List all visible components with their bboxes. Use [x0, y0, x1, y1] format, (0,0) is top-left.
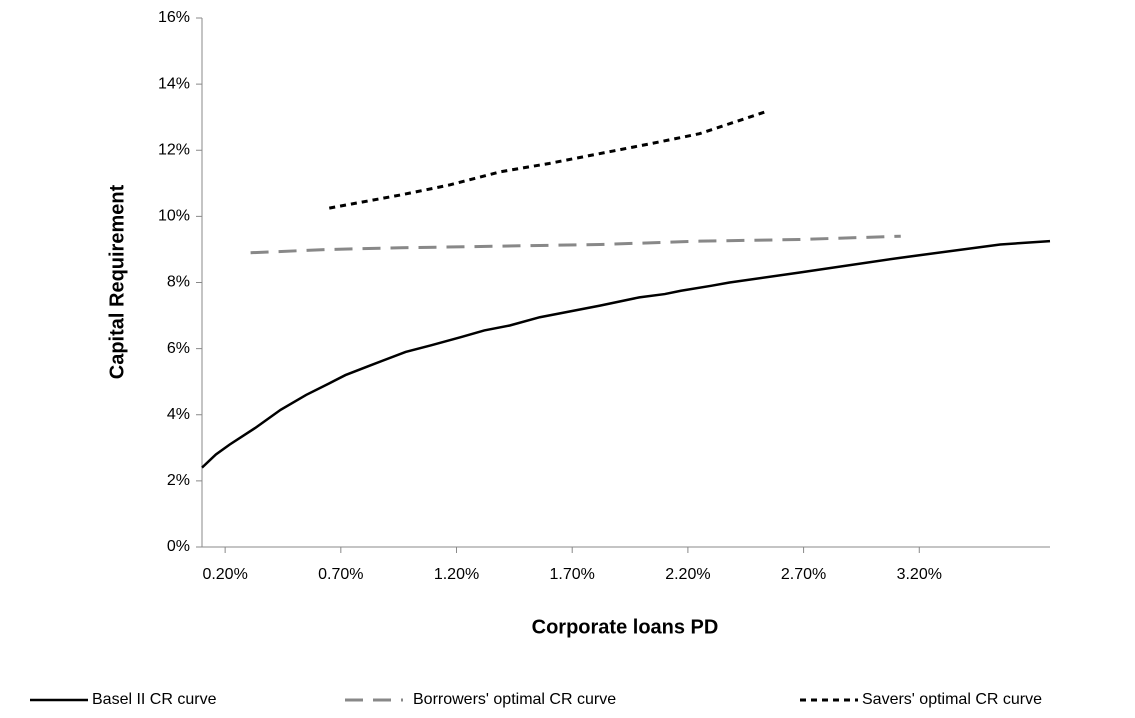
y-tick-label: 4%: [167, 406, 190, 423]
legend-label: Borrowers' optimal CR curve: [413, 691, 616, 708]
x-tick-label: 0.70%: [318, 566, 363, 583]
x-tick-label: 1.70%: [550, 566, 595, 583]
x-tick-label: 2.70%: [781, 566, 826, 583]
line-series: [201, 239, 1051, 469]
x-tick-label: 3.20%: [897, 566, 942, 583]
y-tick-label: 12%: [158, 141, 190, 158]
legend-label: Savers' optimal CR curve: [862, 691, 1042, 708]
y-tick-label: 14%: [158, 75, 190, 92]
y-tick-label: 0%: [167, 538, 190, 555]
x-tick-label: 2.20%: [665, 566, 710, 583]
x-tick-label: 0.20%: [202, 566, 247, 583]
x-tick-label: 1.20%: [434, 566, 479, 583]
y-tick-label: 6%: [167, 340, 190, 357]
y-tick-label: 8%: [167, 274, 190, 291]
y-tick-label: 10%: [158, 208, 190, 225]
line-series: [328, 110, 765, 210]
y-tick-label: 16%: [158, 9, 190, 26]
line-series: [250, 234, 901, 255]
y-axis-title: Capital Requirement: [106, 184, 128, 379]
x-axis-title: Corporate loans PD: [532, 616, 719, 638]
legend-label: Basel II CR curve: [92, 691, 217, 708]
y-tick-label: 2%: [167, 472, 190, 489]
